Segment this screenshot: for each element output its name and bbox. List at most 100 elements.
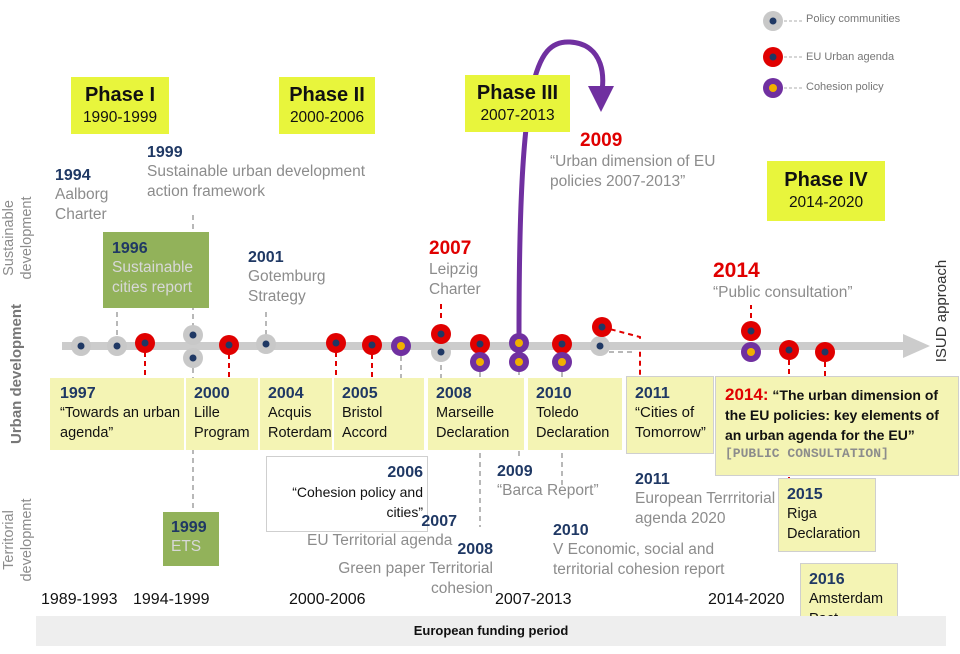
event-2007-territorial-agenda: 2007 EU Territorial agenda xyxy=(307,512,457,551)
event-text: Leipzig xyxy=(429,261,479,278)
event-year: 2014 xyxy=(713,259,760,282)
event-text: Green paper Territorial xyxy=(338,560,493,577)
period-label: 1994-1999 xyxy=(133,591,210,608)
box-text: an urban agenda for the EU” xyxy=(725,427,915,443)
box-text: “The urban dimension of xyxy=(768,387,939,403)
box-1997: 1997 “Towards an urban agenda” xyxy=(50,378,184,450)
box-year: 1997 xyxy=(60,385,96,402)
event-text: “Public consultation” xyxy=(713,284,853,301)
event-year: 2001 xyxy=(248,249,284,266)
event-text: cities report xyxy=(112,279,193,296)
event-text: agenda 2020 xyxy=(635,510,726,527)
box-text: Declaration xyxy=(436,425,510,441)
phase-3-range: 2007-2013 xyxy=(480,107,555,124)
box-text: Lille xyxy=(194,405,220,421)
side-label-sustainable: Sustainable development xyxy=(1,196,35,280)
event-text: Aalborg xyxy=(55,186,109,203)
event-1999-framework: 1999 Sustainable urban development actio… xyxy=(147,143,365,202)
box-year: 2011 xyxy=(635,385,670,402)
box-year: 1999 xyxy=(171,519,207,536)
event-2014-consultation: 2014 “Public consultation” xyxy=(713,259,853,303)
box-2015: 2015 Riga Declaration xyxy=(778,478,876,552)
event-text: Gotemburg xyxy=(248,268,326,285)
event-year: 1999 xyxy=(147,144,183,161)
box-text: Acquis xyxy=(268,405,312,421)
legend-markers xyxy=(763,11,802,98)
event-2011-territorial-agenda: 2011 European Terrritorial agenda 2020 xyxy=(635,470,775,529)
policy-markers xyxy=(71,325,610,368)
box-year-colon: : xyxy=(762,385,769,404)
event-text: V Economic, social and xyxy=(553,541,715,558)
cohesion-markers xyxy=(391,333,761,372)
box-year: 2014 xyxy=(725,385,763,404)
box-text: “Cohesion policy and xyxy=(292,484,423,500)
phase3-curve-arrowhead xyxy=(588,86,614,112)
box-text: Program xyxy=(194,425,250,441)
box-2008: 2008 Marseille Declaration xyxy=(428,378,524,450)
event-year: 2008 xyxy=(457,541,493,558)
event-2009-urban-dimension: 2009 “Urban dimension of EU policies 200… xyxy=(550,130,715,192)
event-2001-gotemburg: 2001 Gotemburg Strategy xyxy=(248,248,326,307)
event-2007-leipzig: 2007 Leipzig Charter xyxy=(429,238,481,300)
event-year: 2007 xyxy=(429,238,472,259)
phase3-curve-arrow xyxy=(516,39,606,336)
phase-3-title: Phase III xyxy=(476,82,559,104)
box-year: 2008 xyxy=(436,385,472,402)
event-2008-green-paper: 2008 Green paper Territorial cohesion xyxy=(335,540,493,599)
box-text: ETS xyxy=(171,538,202,555)
phase-4-box: Phase IV 2014-2020 xyxy=(767,161,885,221)
event-year: 2010 xyxy=(553,522,589,539)
box-text: Tomorrow” xyxy=(635,424,706,441)
side-label-isud: ISUD approach xyxy=(933,259,950,363)
box-text: Amsterdam xyxy=(809,591,884,607)
box-2005: 2005 Bristol Accord xyxy=(334,378,424,450)
box-year: 2000 xyxy=(194,385,230,402)
box-2006: 2006 “Cohesion policy and cities” xyxy=(266,456,428,532)
event-year: 1996 xyxy=(112,240,148,257)
legend-eu-urban-agenda: EU Urban agenda xyxy=(806,51,895,63)
event-2010-cohesion-report: 2010 V Economic, social and territorial … xyxy=(553,521,724,580)
period-label: 2014-2020 xyxy=(708,591,785,608)
box-2014: 2014: “The urban dimension of the EU pol… xyxy=(715,376,959,476)
box-text: “Towards an urban xyxy=(60,405,181,421)
event-text: EU Territorial agenda xyxy=(307,532,453,549)
phase-1-title: Phase I xyxy=(84,84,156,106)
box-2011: 2011 “Cities of Tomorrow” xyxy=(626,376,714,454)
box-text: Roterdam xyxy=(268,425,332,441)
phase-4-title: Phase IV xyxy=(784,169,868,191)
event-year: 2009 xyxy=(497,463,533,480)
event-2009-barca: 2009 “Barca Report” xyxy=(497,462,599,501)
box-2000: 2000 Lille Program xyxy=(186,378,258,450)
box-2010: 2010 Toledo Declaration xyxy=(528,378,622,450)
event-text: “Urban dimension of EU xyxy=(550,153,716,170)
box-text: Accord xyxy=(342,425,388,441)
box-text: “Cities of xyxy=(635,404,695,421)
phase-2-title: Phase II xyxy=(289,84,365,106)
period-label: 1989-1993 xyxy=(41,591,118,608)
event-text: policies 2007-2013” xyxy=(550,173,686,190)
side-label-urban: Urban development xyxy=(8,303,25,445)
box-1999-ets: 1999 ETS xyxy=(163,512,219,566)
event-text: Charter xyxy=(429,281,481,298)
funding-period-bar: European funding period xyxy=(36,616,946,646)
timeline-arrowhead xyxy=(903,334,930,358)
box-text: Declaration xyxy=(787,526,861,542)
box-year: 2006 xyxy=(387,464,423,481)
event-year: 2007 xyxy=(421,513,457,530)
event-text: “Barca Report” xyxy=(497,482,599,499)
phase-2-box: Phase II 2000-2006 xyxy=(279,77,375,134)
event-text: territorial cohesion report xyxy=(553,561,725,578)
urban-agenda-markers xyxy=(135,317,835,362)
phase-1-box: Phase I 1990-1999 xyxy=(71,77,169,134)
box-text: Declaration xyxy=(536,425,610,441)
box-year: 2016 xyxy=(809,571,845,588)
box-text: Riga xyxy=(787,506,817,522)
box-text: Toledo xyxy=(536,405,579,421)
box-2004: 2004 Acquis Roterdam xyxy=(260,378,332,450)
event-text: Strategy xyxy=(248,288,306,305)
event-text: Sustainable xyxy=(112,259,194,276)
box-text: agenda” xyxy=(60,425,114,441)
event-year: 2009 xyxy=(580,130,623,151)
event-year: 2011 xyxy=(635,471,670,488)
box-text: Marseille xyxy=(436,405,495,421)
